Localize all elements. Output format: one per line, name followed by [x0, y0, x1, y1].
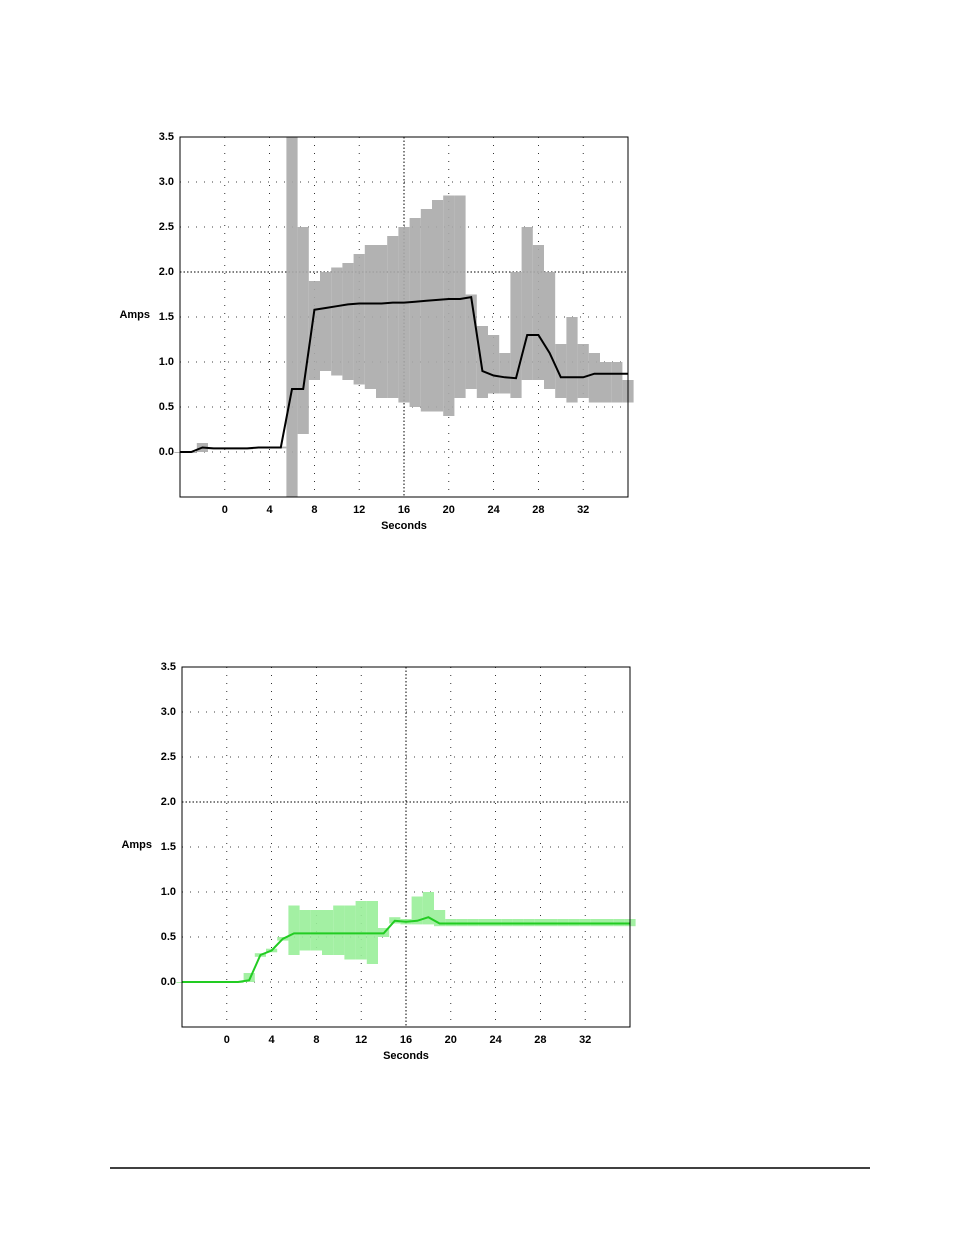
plot-frame	[181, 666, 631, 1028]
noise-band	[434, 910, 446, 927]
noise-band	[288, 905, 300, 955]
x-tick-label: 0	[224, 1034, 230, 1046]
noise-band	[243, 973, 255, 982]
x-tick-label: 24	[487, 504, 500, 516]
noise-band	[387, 236, 399, 398]
noise-band	[299, 910, 311, 951]
noise-band	[364, 245, 376, 389]
noise-band	[331, 267, 343, 376]
noise-band	[476, 326, 488, 398]
y-tick-label: 1.0	[161, 886, 176, 898]
plot-frame	[179, 136, 629, 498]
y-tick-label: 1.5	[159, 311, 174, 323]
x-tick-label: 16	[400, 1034, 412, 1046]
noise-band	[588, 353, 600, 403]
y-tick-label: 3.0	[159, 176, 174, 188]
x-tick-label: 28	[534, 1034, 546, 1046]
x-tick-label: 32	[577, 504, 589, 516]
noise-band	[286, 137, 298, 497]
y-tick-label: 3.5	[159, 131, 174, 143]
noise-band	[465, 294, 477, 389]
y-axis-label: Amps	[121, 839, 152, 851]
noise-band	[411, 896, 423, 925]
x-tick-label: 4	[269, 1034, 276, 1046]
x-tick-label: 28	[532, 504, 544, 516]
y-tick-label: 2.5	[161, 751, 176, 763]
noise-band	[432, 200, 444, 412]
x-tick-label: 12	[353, 504, 365, 516]
noise-band	[577, 344, 589, 398]
noise-band	[297, 227, 309, 434]
trace-line	[180, 296, 628, 453]
noise-band	[510, 272, 522, 398]
x-tick-label: 4	[267, 504, 274, 516]
noise-band	[600, 362, 612, 403]
x-tick-label: 12	[355, 1034, 367, 1046]
y-tick-label: 1.5	[161, 841, 176, 853]
chart: 0.0 0.5 1.0 1.5 2.0 2.5 3.0 3.5 0 4 8 12 16 20 24 28 32 A…	[121, 661, 636, 1062]
noise-band	[355, 901, 367, 960]
y-tick-label: 2.0	[159, 266, 174, 278]
x-tick-label: 8	[311, 504, 317, 516]
x-tick-label: 24	[489, 1034, 502, 1046]
y-tick-label: 1.0	[159, 356, 174, 368]
noise-band	[308, 281, 320, 380]
x-axis-label: Seconds	[381, 520, 427, 532]
noise-band	[420, 209, 432, 412]
chart: 0.0 0.5 1.0 1.5 2.0 2.5 3.0 3.5 0 4 8 12 16 20 24 28 32 A…	[119, 131, 634, 532]
noise-band	[398, 227, 410, 403]
noise-band	[544, 272, 556, 389]
noise-band	[320, 272, 332, 371]
noise-band	[611, 362, 623, 403]
x-tick-label: 20	[445, 1034, 457, 1046]
noise-band	[499, 353, 511, 394]
y-tick-label: 0.0	[161, 976, 176, 988]
y-tick-label: 0.5	[161, 931, 176, 943]
noise-band	[342, 263, 354, 380]
noise-band	[443, 195, 455, 416]
noise-band	[555, 344, 567, 398]
trace-line	[182, 916, 630, 983]
noise-band	[333, 905, 345, 955]
y-tick-label: 3.0	[161, 706, 176, 718]
noise-band	[376, 245, 388, 398]
x-tick-label: 32	[579, 1034, 591, 1046]
noise-band	[454, 195, 466, 398]
noise-band	[532, 245, 544, 380]
x-tick-label: 20	[443, 504, 455, 516]
noise-band	[422, 892, 434, 925]
y-tick-label: 3.5	[161, 661, 176, 673]
noise-band	[566, 317, 578, 403]
y-tick-label: 0.5	[159, 401, 174, 413]
x-tick-label: 16	[398, 504, 410, 516]
y-tick-label: 0.0	[159, 446, 174, 458]
noise-band	[488, 335, 500, 394]
y-tick-label: 2.5	[159, 221, 174, 233]
noise-band	[310, 910, 322, 951]
y-tick-label: 2.0	[161, 796, 176, 808]
x-tick-label: 0	[222, 504, 228, 516]
noise-band	[409, 218, 421, 407]
y-axis-label: Amps	[119, 309, 150, 321]
x-tick-label: 8	[313, 1034, 319, 1046]
noise-band	[353, 254, 365, 385]
x-axis-label: Seconds	[383, 1050, 429, 1062]
noise-band	[521, 227, 533, 380]
